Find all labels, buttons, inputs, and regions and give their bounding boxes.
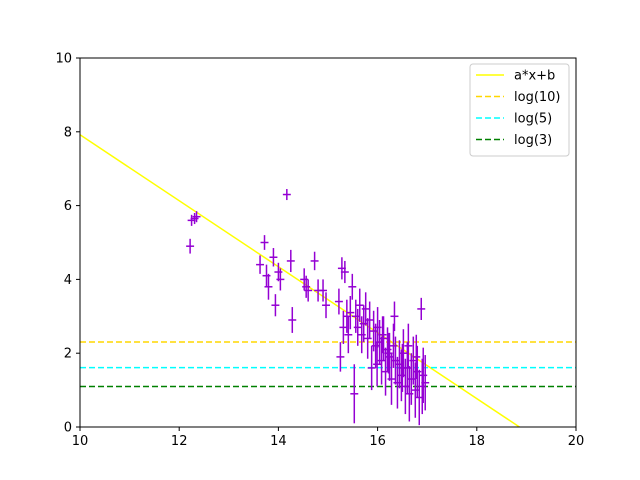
legend-label: log(10) (514, 90, 561, 105)
plot-content (80, 134, 576, 427)
y-tick-label: 10 (55, 52, 72, 67)
data-point (348, 273, 357, 300)
data-point (340, 260, 349, 284)
data-point (282, 188, 291, 201)
data-point (336, 342, 345, 372)
data-point (384, 332, 393, 374)
legend-box (469, 63, 570, 157)
data-point (269, 248, 278, 267)
data-point (342, 299, 351, 333)
x-tick-label: 10 (72, 434, 89, 449)
data-point (404, 323, 413, 368)
data-point (365, 301, 374, 339)
legend-label: log(3) (514, 133, 552, 148)
data-point (264, 273, 273, 300)
data-point (276, 268, 285, 291)
data-point (346, 296, 355, 330)
axes-frame (79, 57, 577, 428)
data-point (344, 316, 353, 354)
y-tick-label: 2 (64, 347, 72, 362)
x-tick-label: 12 (171, 434, 188, 449)
data-point (412, 334, 421, 380)
data-point (186, 238, 195, 254)
y-axis: 0 2 4 6 8 10 (55, 52, 80, 436)
data-point (260, 235, 269, 250)
data-point (353, 308, 362, 346)
data-point (350, 364, 359, 424)
x-tick-label: 14 (270, 434, 287, 449)
data-point (192, 211, 201, 223)
data-point (310, 251, 319, 271)
data-point (398, 343, 407, 392)
data-point (288, 307, 297, 333)
data-point (379, 316, 388, 361)
data-point (304, 279, 313, 302)
data-point (367, 345, 376, 391)
data-point (322, 292, 330, 319)
legend: a*x+b log(10) log(5) log(3) (469, 63, 570, 157)
y-tick-label: 6 (64, 199, 72, 214)
data-point (271, 294, 280, 317)
legend-label: a*x+b (514, 69, 555, 84)
data-point (319, 279, 328, 302)
y-tick-label: 4 (64, 273, 72, 288)
data-point (373, 342, 382, 387)
y-tick-label: 0 (64, 421, 72, 436)
x-tick-label: 20 (568, 434, 585, 449)
x-axis: 10 12 14 16 18 20 (72, 427, 585, 449)
data-point (390, 301, 399, 332)
data-point (256, 255, 265, 274)
data-point (286, 249, 295, 273)
plot-border (79, 57, 577, 428)
data-point (334, 288, 343, 315)
x-tick-label: 16 (369, 434, 386, 449)
data-point (417, 297, 426, 320)
y-tick-label: 8 (64, 125, 72, 140)
data-point (355, 288, 364, 322)
data-point (418, 358, 427, 415)
x-tick-label: 18 (469, 434, 486, 449)
data-point (399, 329, 408, 378)
data-point (387, 353, 396, 405)
legend-label: log(5) (514, 112, 552, 127)
series-line-0 (80, 134, 520, 427)
data-point (378, 316, 387, 354)
